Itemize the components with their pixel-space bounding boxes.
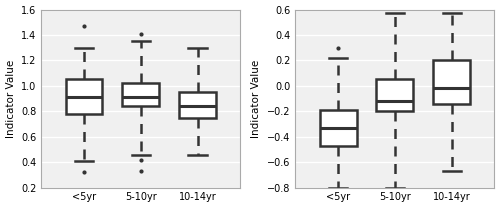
PathPatch shape [376,79,414,111]
PathPatch shape [320,110,356,146]
PathPatch shape [66,79,102,114]
PathPatch shape [434,60,470,104]
Y-axis label: Indicator Value: Indicator Value [6,59,16,138]
PathPatch shape [122,83,160,106]
Y-axis label: Indicator Value: Indicator Value [252,59,262,138]
PathPatch shape [179,92,216,118]
